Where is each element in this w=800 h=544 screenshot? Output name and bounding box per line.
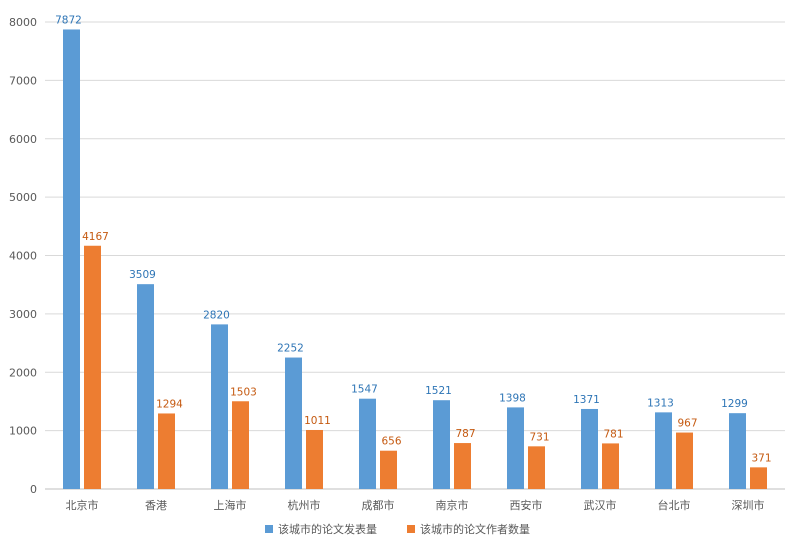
bar-authors [676,432,693,489]
bar-authors [158,413,175,489]
bar-papers [433,400,450,489]
x-axis-categories: 北京市 香港 上海市 杭州市 成都市 南京市 西安市 武汉市 台北市 深圳市 [66,498,765,512]
data-label-authors: 656 [381,436,401,448]
data-label-papers: 1521 [425,385,452,397]
y-tick-label: 5000 [9,191,37,204]
x-category-label: 香港 [145,499,167,512]
gridlines [45,21,785,490]
bar-papers [581,408,598,489]
data-label-authors: 781 [603,428,623,440]
bar-authors [750,467,767,489]
bar-papers [137,284,154,489]
bar-papers [211,324,228,489]
data-label-authors: 4167 [82,231,109,243]
x-category-label: 上海市 [214,498,247,512]
bars [63,29,767,490]
x-category-label: 台北市 [658,498,691,512]
bar-authors [602,443,619,489]
y-tick-label: 2000 [9,366,37,379]
legend-label-series-1: 该城市的论文发表量 [278,522,377,536]
legend: 该城市的论文发表量 该城市的论文作者数量 [265,522,530,536]
bar-papers [729,413,746,489]
y-tick-label: 6000 [9,133,37,146]
y-tick-label: 1000 [9,425,37,438]
data-label-papers: 2252 [277,343,304,355]
legend-swatch-series-2 [407,525,415,533]
x-category-label: 北京市 [66,498,99,512]
data-label-authors: 1011 [304,415,331,427]
x-category-label: 西安市 [510,498,543,512]
bar-papers [285,357,302,489]
bar-authors [232,401,249,489]
bar-papers [655,412,672,489]
data-label-papers: 3509 [129,269,156,281]
y-tick-label: 0 [30,483,37,496]
y-tick-label: 7000 [9,74,37,87]
bar-papers [507,407,524,489]
data-label-papers: 1299 [721,398,748,410]
bar-authors [380,450,397,489]
x-category-label: 武汉市 [584,498,617,512]
data-label-authors: 371 [751,452,771,464]
y-tick-label: 4000 [9,250,37,263]
bar-papers [63,29,80,490]
data-label-papers: 1371 [573,394,600,406]
data-label-papers: 7872 [55,14,82,26]
data-label-authors: 1294 [156,398,183,410]
data-label-authors: 731 [529,431,549,443]
bar-papers [359,398,376,489]
data-label-papers: 1398 [499,392,526,404]
y-axis-ticks: 0 1000 2000 3000 4000 5000 6000 7000 8000 [9,16,37,496]
data-label-papers: 1547 [351,384,378,396]
data-label-authors: 787 [455,428,475,440]
bar-authors [454,443,471,489]
data-label-papers: 1313 [647,397,674,409]
data-label-authors: 967 [677,418,697,430]
x-category-label: 成都市 [362,498,395,512]
bar-authors [528,446,545,489]
legend-label-series-2: 该城市的论文作者数量 [420,522,530,536]
x-category-label: 南京市 [436,498,469,512]
data-label-papers: 2820 [203,309,230,321]
bar-authors [84,245,101,489]
data-labels: 7872 4167 3509 1294 2820 1503 2252 1011 1547 656 1… [55,14,771,464]
x-category-label: 杭州市 [288,498,321,512]
data-label-authors: 1503 [230,386,257,398]
x-category-label: 深圳市 [732,498,765,512]
y-tick-label: 8000 [9,16,37,29]
y-tick-label: 3000 [9,308,37,321]
legend-swatch-series-1 [265,525,273,533]
bar-authors [306,429,323,489]
